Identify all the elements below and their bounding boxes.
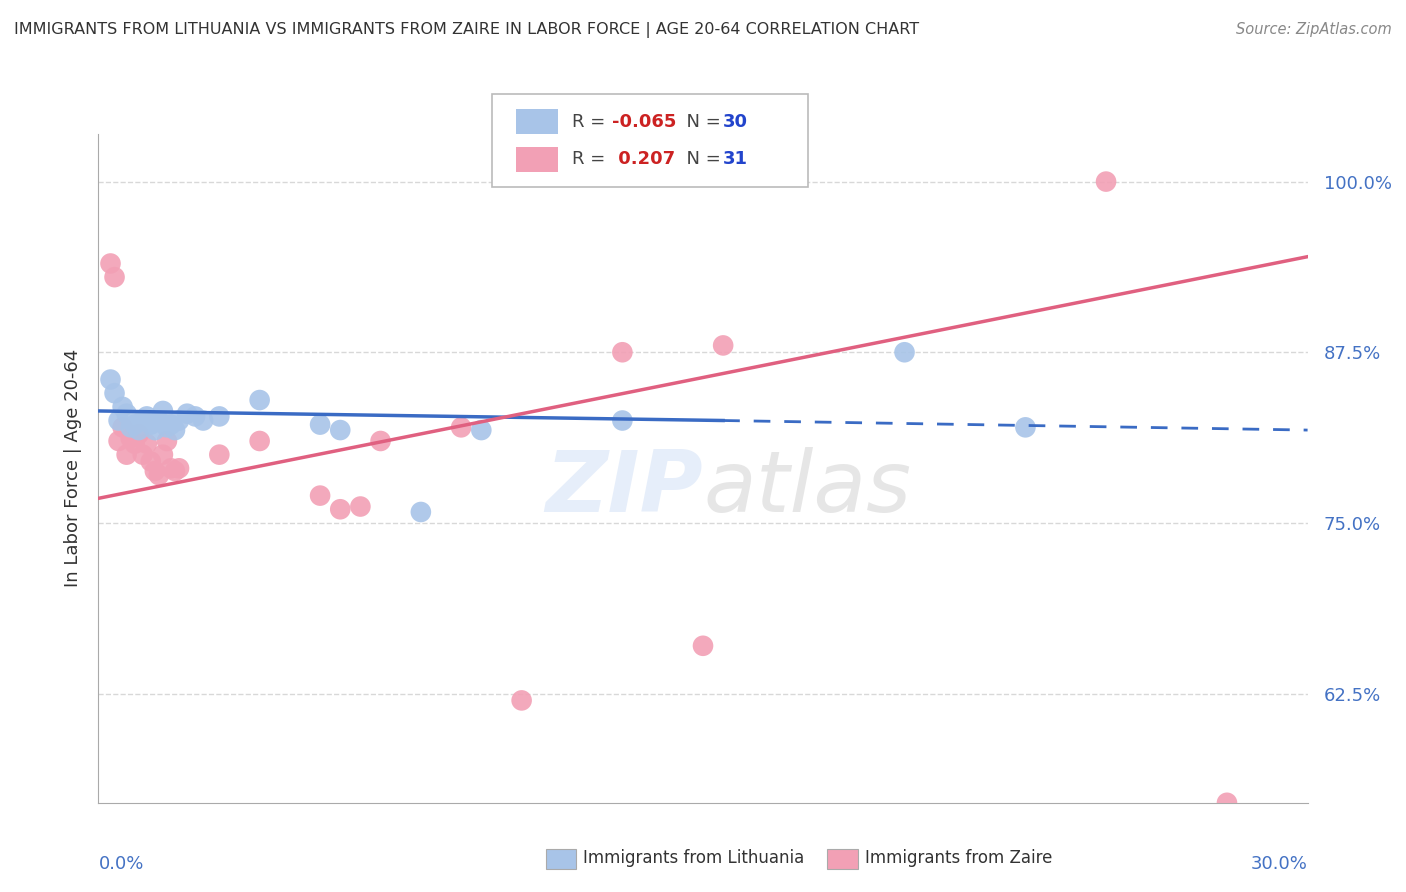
Point bbox=[100, 373, 122, 387]
Point bbox=[139, 417, 162, 432]
Point bbox=[309, 489, 332, 503]
Point bbox=[143, 423, 166, 437]
Point bbox=[156, 434, 179, 448]
Point bbox=[510, 693, 533, 707]
Point bbox=[100, 256, 122, 270]
Point bbox=[692, 639, 714, 653]
Point bbox=[148, 413, 170, 427]
Point bbox=[115, 448, 138, 462]
Point bbox=[167, 413, 190, 427]
Point bbox=[1014, 420, 1036, 434]
Point bbox=[120, 431, 142, 445]
Point bbox=[208, 448, 231, 462]
Point bbox=[132, 448, 155, 462]
Point bbox=[612, 345, 634, 359]
Point bbox=[370, 434, 392, 448]
Point bbox=[135, 436, 157, 450]
Point bbox=[329, 423, 352, 437]
Text: -0.065: -0.065 bbox=[612, 113, 676, 131]
Point bbox=[193, 413, 215, 427]
Text: 30.0%: 30.0% bbox=[1251, 855, 1308, 872]
Point bbox=[249, 392, 271, 407]
Point bbox=[148, 468, 170, 483]
Text: Source: ZipAtlas.com: Source: ZipAtlas.com bbox=[1236, 22, 1392, 37]
Point bbox=[329, 502, 352, 516]
Point bbox=[152, 404, 174, 418]
Text: ZIP: ZIP bbox=[546, 447, 703, 530]
Point bbox=[176, 407, 198, 421]
Point bbox=[120, 420, 142, 434]
Point bbox=[107, 413, 129, 427]
Text: 31: 31 bbox=[723, 150, 748, 168]
Text: 0.0%: 0.0% bbox=[98, 855, 143, 872]
Point bbox=[115, 407, 138, 421]
Point bbox=[1095, 175, 1118, 189]
Text: R =: R = bbox=[572, 113, 612, 131]
Text: R =: R = bbox=[572, 150, 612, 168]
Point bbox=[450, 420, 472, 434]
Point bbox=[156, 420, 179, 434]
Text: IMMIGRANTS FROM LITHUANIA VS IMMIGRANTS FROM ZAIRE IN LABOR FORCE | AGE 20-64 CO: IMMIGRANTS FROM LITHUANIA VS IMMIGRANTS … bbox=[14, 22, 920, 38]
Point bbox=[1216, 796, 1239, 810]
Text: 0.207: 0.207 bbox=[612, 150, 675, 168]
Point bbox=[893, 345, 915, 359]
Point bbox=[152, 448, 174, 462]
Point bbox=[103, 270, 125, 285]
Point bbox=[612, 413, 634, 427]
Text: Immigrants from Zaire: Immigrants from Zaire bbox=[865, 849, 1052, 867]
Point bbox=[143, 464, 166, 478]
Text: N =: N = bbox=[675, 113, 727, 131]
Point bbox=[124, 417, 146, 432]
Text: atlas: atlas bbox=[703, 447, 911, 530]
Point bbox=[249, 434, 271, 448]
Point bbox=[124, 436, 146, 450]
Point bbox=[711, 338, 734, 352]
Point bbox=[139, 454, 162, 468]
Text: N =: N = bbox=[675, 150, 727, 168]
Point bbox=[349, 500, 371, 514]
Point bbox=[160, 417, 183, 432]
Point bbox=[208, 409, 231, 424]
Point bbox=[163, 464, 186, 478]
Point bbox=[132, 413, 155, 427]
Point bbox=[163, 423, 186, 437]
Point bbox=[470, 423, 492, 437]
Text: Immigrants from Lithuania: Immigrants from Lithuania bbox=[583, 849, 804, 867]
Point bbox=[111, 420, 134, 434]
Y-axis label: In Labor Force | Age 20-64: In Labor Force | Age 20-64 bbox=[63, 349, 82, 588]
Point bbox=[111, 400, 134, 414]
Point bbox=[309, 417, 332, 432]
Text: 30: 30 bbox=[723, 113, 748, 131]
Point bbox=[184, 409, 207, 424]
Point bbox=[103, 386, 125, 401]
Point bbox=[128, 427, 150, 442]
Point bbox=[409, 505, 432, 519]
Point bbox=[167, 461, 190, 475]
Point bbox=[128, 423, 150, 437]
Point bbox=[160, 461, 183, 475]
Point bbox=[135, 409, 157, 424]
Point bbox=[107, 434, 129, 448]
